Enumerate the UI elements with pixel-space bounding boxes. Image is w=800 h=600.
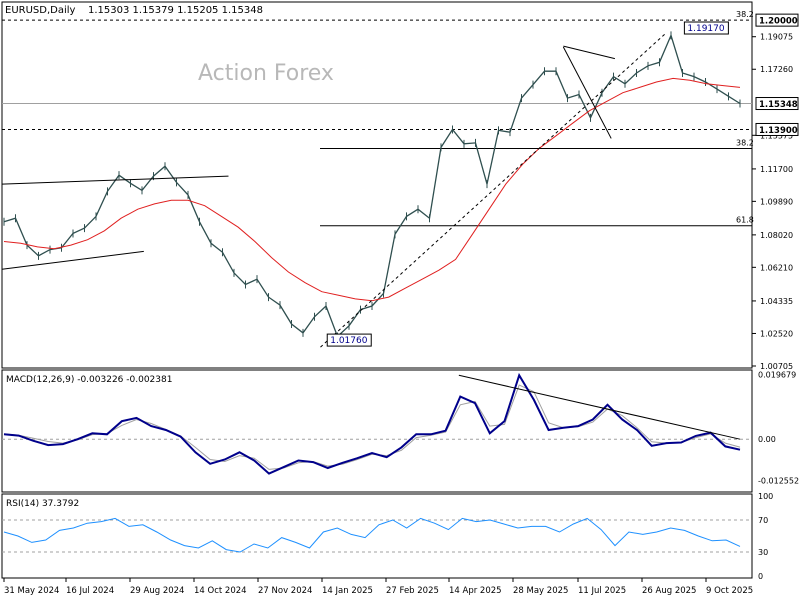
- x-tick-label: 28 May 2025: [513, 586, 568, 596]
- annotation-box: [683, 21, 729, 35]
- level-value-label: 1.13900: [759, 126, 798, 136]
- x-tick-label: 27 Nov 2024: [258, 586, 312, 596]
- rsi-tick-label: 70: [758, 516, 768, 525]
- rsi-panel: 100 70 30 0: [2, 492, 773, 581]
- x-tick-label: 31 May 2024: [4, 586, 59, 596]
- x-tick-label: 29 Aug 2024: [130, 586, 184, 596]
- upper-channel-trendline: [1, 175, 229, 185]
- x-tick-label: 26 Aug 2025: [642, 586, 696, 596]
- y-tick-label: 1.19075: [760, 33, 793, 42]
- macd-panel-frame: [1, 369, 753, 493]
- macd-panel: 0.019679 0.00 -0.012552: [2, 371, 799, 485]
- time-axis: 31 May 2024 16 Jul 2024 29 Aug 2024 14 Oct …: [3, 578, 753, 596]
- annotation-box: [326, 333, 372, 347]
- y-tick-label: 1.17260: [760, 65, 793, 74]
- fib-label: 38.2: [736, 138, 754, 147]
- y-tick-label: 1.11700: [760, 165, 793, 174]
- rsi-panel-frame: [1, 493, 753, 579]
- ohlc-values: 1.15303 1.15379 1.15205 1.15348: [88, 5, 263, 16]
- macd-line: [3, 372, 741, 475]
- macd-tick-label: -0.012552: [758, 476, 799, 485]
- macd-trendline: [458, 374, 741, 440]
- fib-label: 38.2: [736, 10, 754, 19]
- macd-tick-label: 0.00: [758, 435, 776, 444]
- level-value-box: [755, 122, 799, 136]
- x-tick-label: 14 Jan 2025: [322, 586, 373, 596]
- fib-label: 61.8: [736, 216, 754, 225]
- flag-lower-trendline: [562, 46, 612, 139]
- x-tick-label: 9 Oct 2025: [706, 586, 753, 596]
- y-tick-label: 1.09890: [760, 197, 793, 206]
- y-tick-label: 1.06210: [760, 263, 793, 272]
- x-tick-label: 27 Feb 2025: [386, 586, 439, 596]
- y-tick-label: 1.04335: [760, 297, 793, 306]
- rsi-line: [3, 517, 741, 553]
- rsi-tick-label: 100: [758, 492, 773, 501]
- y-tick-label: 1.02520: [760, 329, 793, 338]
- rsi-title: RSI(14) 37.3792: [6, 499, 79, 509]
- level-value-label: 1.15348: [759, 100, 798, 110]
- flag-upper-trendline: [563, 45, 615, 60]
- price-panel-frame: [1, 1, 753, 369]
- annotation-label: 1.19170: [687, 24, 724, 34]
- symbol-label: EURUSD,Daily: [5, 5, 76, 16]
- level-value-box: [755, 97, 799, 111]
- macd-title: MACD(12,26,9) -0.003226 -0.002381: [6, 375, 172, 385]
- price-panel: 38.238.261.81.190751.172601.135751.11700…: [1, 10, 799, 371]
- x-tick-label: 14 Oct 2024: [194, 586, 247, 596]
- y-tick-label: 1.00705: [760, 362, 793, 371]
- x-tick-label: 11 Jul 2025: [578, 586, 626, 596]
- rsi-tick-label: 30: [758, 548, 768, 557]
- macd-tick-label: 0.019679: [758, 371, 796, 380]
- level-value-box: [755, 13, 799, 27]
- level-value-label: 1.20000: [759, 17, 798, 27]
- annotation-label: 1.01760: [330, 336, 367, 346]
- watermark-text: Action Forex: [198, 61, 334, 86]
- x-tick-label: 16 Jul 2024: [66, 586, 114, 596]
- y-tick-label: 1.08020: [760, 231, 793, 240]
- rsi-tick-label: 0: [758, 572, 763, 581]
- x-tick-label: 14 Apr 2025: [449, 586, 502, 596]
- moving-average-line: [3, 77, 741, 302]
- lower-channel-trendline: [1, 250, 144, 270]
